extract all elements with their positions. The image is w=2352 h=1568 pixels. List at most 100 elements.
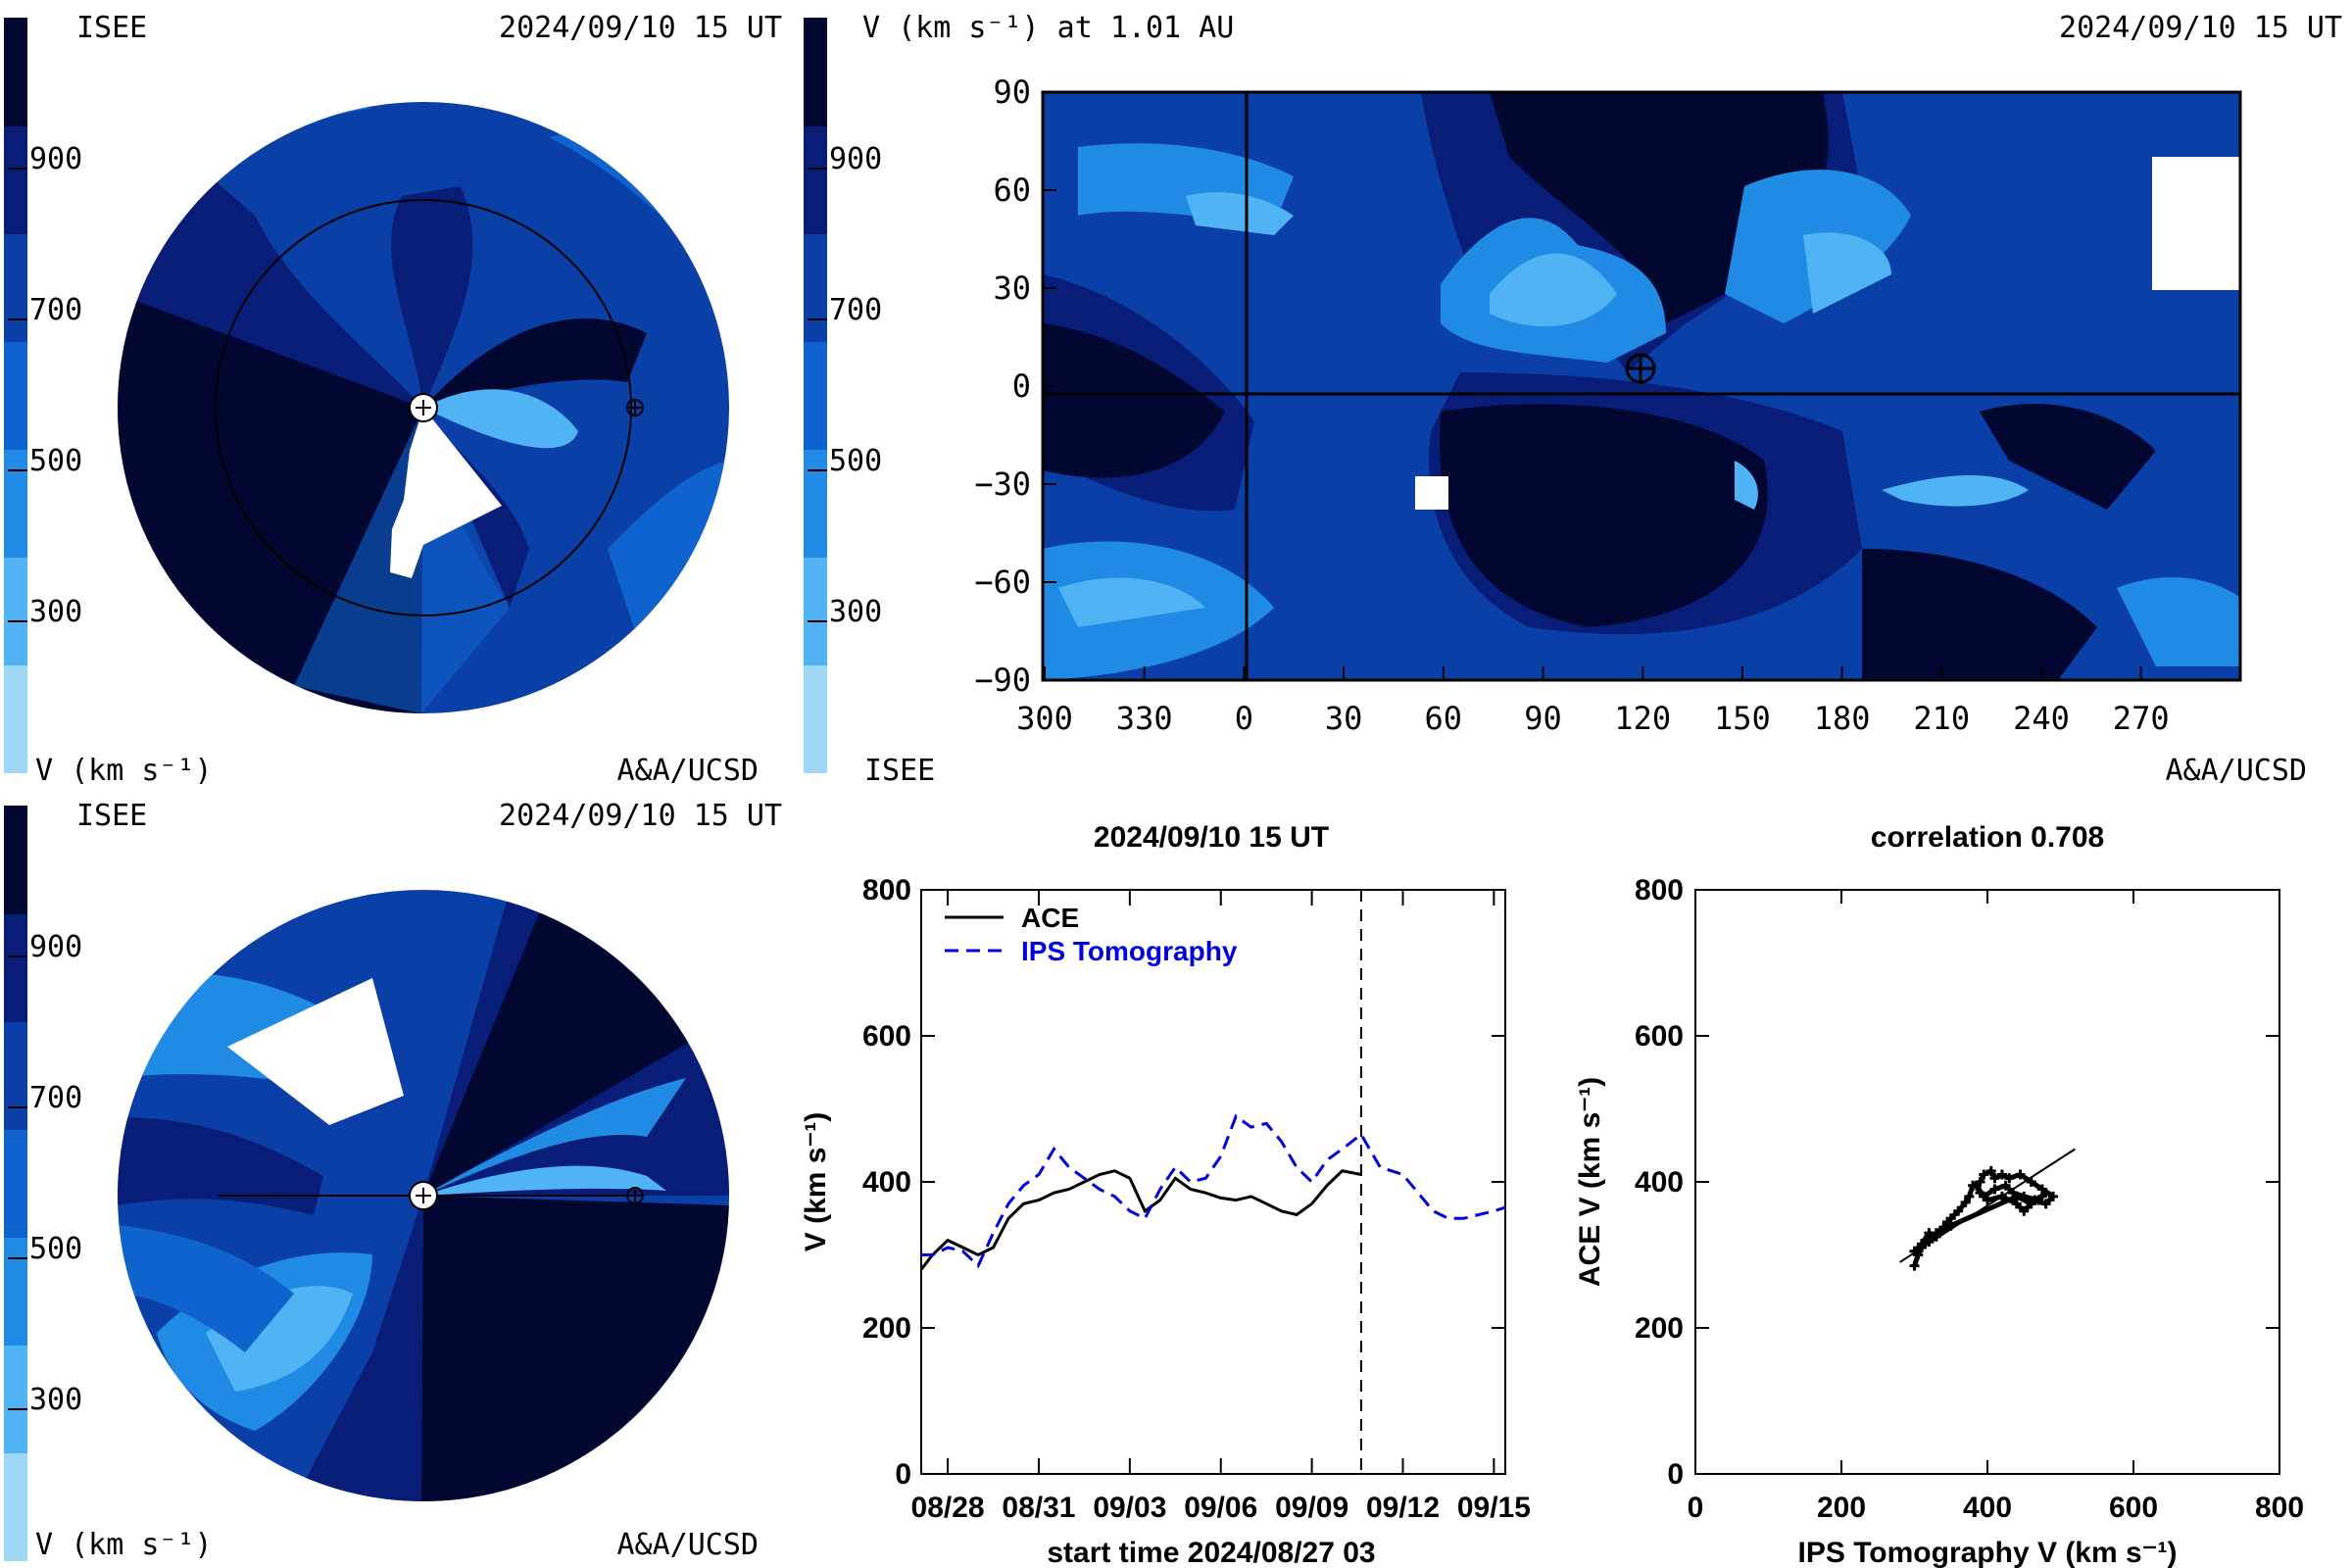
scatter-point [2026, 1199, 2036, 1209]
colorbar-tick-label: 700 [829, 293, 882, 327]
ts-y-tick-label: 800 [862, 874, 911, 906]
colorbar-segment [804, 233, 827, 342]
map-x-axis: 300 330 0 30 60 90 120 150 180 210 240 270 [1016, 666, 2170, 737]
scatter-point [1996, 1169, 2007, 1180]
ts-y-label: V (km s⁻¹) [800, 1112, 832, 1252]
scatter-y-label: ACE V (km s⁻¹) [1574, 1077, 1606, 1287]
scatter-chart: correlation 0.708 0 200 400 600 800 0 200 400 60… [1574, 821, 2304, 1568]
scatter-x-tick-label: 400 [1963, 1492, 2012, 1524]
map-x-tick-label: 60 [1425, 700, 1463, 737]
scatter-point [1979, 1191, 1989, 1201]
scatter-y-tick-label: 800 [1635, 874, 1684, 906]
colorbar-segment [804, 449, 827, 558]
map-x-tick-label: 120 [1614, 700, 1671, 737]
colorbar-segment [804, 18, 827, 126]
scatter-x-label: IPS Tomography V (km s⁻¹) [1798, 1537, 2178, 1568]
colorbar-segment [4, 1345, 27, 1453]
scatter-point [1953, 1205, 1964, 1216]
earth-marker [626, 1187, 644, 1204]
timestamp: 2024/09/10 15 UT [499, 799, 782, 833]
scatter-point [2011, 1191, 2022, 1201]
colorbar-segment [804, 341, 827, 450]
map-credit: A&A/UCSD [2166, 754, 2308, 788]
scatter-point [1985, 1165, 1996, 1176]
time-series-chart: 2024/09/10 15 UT 0 200 400 600 800 08/28 08/31… [800, 821, 1531, 1568]
colorbar-tick-label: 700 [29, 1081, 82, 1115]
colorbar-segment [804, 664, 827, 773]
map-x-tick-label: 90 [1524, 700, 1562, 737]
scatter-point [2026, 1177, 2036, 1187]
map-y-tick-label: 0 [1012, 368, 1031, 405]
scatter-point [2040, 1188, 2051, 1199]
colorbar-segment [4, 1021, 27, 1130]
credit: A&A/UCSD [617, 754, 760, 788]
colorbar-segment [804, 125, 827, 234]
scatter-point [1960, 1197, 1971, 1207]
map-title: V (km s⁻¹) at 1.01 AU [862, 11, 1234, 45]
ts-y-tick-label: 0 [895, 1458, 911, 1491]
scatter-points [1899, 1148, 2076, 1271]
ts-x-tick-label: 09/12 [1366, 1492, 1440, 1524]
ts-axes: 0 200 400 600 800 08/28 08/31 09/03 09/06 09/09 09… [862, 874, 1531, 1524]
isee-label: ISEE [76, 799, 147, 833]
map-x-tick-label: 150 [1714, 700, 1771, 737]
colorbar-tick-label: 300 [29, 1383, 82, 1417]
ts-legend: ACE IPS Tomography [945, 903, 1238, 966]
scatter-point [1909, 1260, 1920, 1271]
ts-y-tick-label: 600 [862, 1020, 911, 1053]
map-timestamp: 2024/09/10 15 UT [2059, 11, 2342, 45]
map-x-tick-label: 30 [1325, 700, 1363, 737]
colorbar-segment [4, 1129, 27, 1238]
ts-x-tick-label: 09/09 [1275, 1492, 1348, 1524]
map-y-tick-label: 60 [993, 172, 1031, 209]
ts-x-tick-label: 08/31 [1002, 1492, 1075, 1524]
scatter-point [1971, 1180, 1982, 1191]
scatter-point [1989, 1184, 2000, 1195]
legend-ips-label: IPS Tomography [1021, 936, 1238, 966]
colorbar-tick-label: 500 [29, 444, 82, 478]
scatter-x-tick-label: 200 [1817, 1492, 1866, 1524]
colorbar-segment [804, 557, 827, 665]
map-x-tick-label: 330 [1116, 700, 1173, 737]
scatter-x-tick-label: 800 [2255, 1492, 2304, 1524]
colorbar-segment [4, 1452, 27, 1561]
scatter-point [2019, 1205, 2030, 1216]
colorbar-top-left: 900 700 500 300 [4, 18, 82, 773]
colorbar-tick-label: 500 [829, 444, 882, 478]
data-gap [227, 978, 404, 1125]
sun-marker [409, 393, 438, 422]
scatter-point [1964, 1191, 1975, 1201]
scatter-title: correlation 0.708 [1871, 821, 2104, 854]
map-y-tick-label: −30 [974, 466, 1031, 503]
colorbar-segment [4, 449, 27, 558]
units-label: V (km s⁻¹) [35, 1528, 213, 1562]
scatter-x-tick-label: 600 [2109, 1492, 2158, 1524]
scatter-axes: 0 200 400 600 800 0 200 400 600 800 [1635, 874, 2304, 1524]
map-y-tick-label: 90 [993, 74, 1031, 111]
map-y-tick-label: 30 [993, 270, 1031, 307]
colorbar-tick-label: 300 [829, 595, 882, 629]
ts-x-label: start time 2024/08/27 03 [1047, 1537, 1375, 1568]
scatter-point [2004, 1173, 2015, 1184]
ts-x-tick-label: 09/15 [1457, 1492, 1531, 1524]
colorbar-tick-label: 900 [29, 930, 82, 964]
ts-y-tick-label: 200 [862, 1312, 911, 1345]
scatter-y-tick-label: 0 [1667, 1458, 1684, 1491]
scatter-y-tick-label: 200 [1635, 1312, 1684, 1345]
ts-x-tick-label: 09/06 [1184, 1492, 1257, 1524]
colorbar-segment [4, 664, 27, 773]
chart-title: 2024/09/10 15 UT [1094, 821, 1329, 854]
ts-lines [919, 890, 1506, 1474]
legend-ace-label: ACE [1021, 903, 1079, 933]
colorbar-segment [4, 18, 27, 126]
colorbar-segment [4, 806, 27, 914]
earth-marker [626, 399, 644, 416]
ts-x-tick-label: 08/28 [911, 1492, 985, 1524]
sun-marker [409, 1181, 438, 1210]
scatter-point [1979, 1169, 1989, 1180]
colorbar-tick-label: 300 [29, 595, 82, 629]
map-x-tick-label: 210 [1913, 700, 1970, 737]
colorbar-segment [4, 341, 27, 450]
